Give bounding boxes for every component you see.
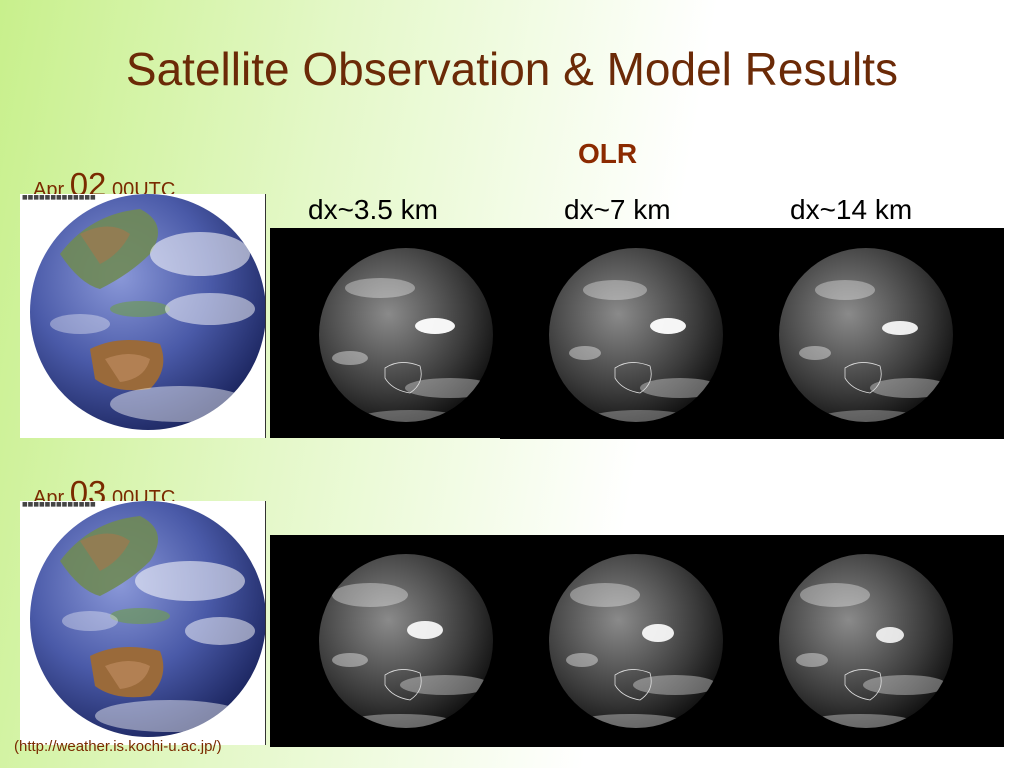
resolution-label-7km: dx~7 km bbox=[564, 194, 671, 225]
olr-model-panel-14km-apr02 bbox=[730, 228, 1004, 439]
resolution-label-3-5km: dx~3.5 km bbox=[308, 194, 438, 225]
olr-globe-icon bbox=[549, 554, 723, 728]
source-credit: (http://weather.is.kochi-u.ac.jp/) bbox=[14, 738, 222, 755]
observation-globe-image-apr02: ■■■■■■■■■■■■■ bbox=[20, 194, 266, 438]
earth-globe-icon bbox=[30, 501, 265, 737]
observation-globe-image-apr03: ■■■■■■■■■■■■■ bbox=[20, 501, 266, 745]
olr-globe-icon bbox=[319, 554, 493, 728]
olr-globe-icon bbox=[779, 554, 953, 728]
olr-model-panel-7km-apr03 bbox=[500, 535, 730, 747]
image-caption-mark: ■■■■■■■■■■■■■ bbox=[22, 501, 96, 508]
olr-model-panel-3-5km-apr02 bbox=[270, 228, 500, 438]
slide-title: Satellite Observation & Model Results bbox=[125, 43, 899, 95]
olr-globe-icon bbox=[319, 248, 493, 422]
olr-model-panel-3-5km-apr03 bbox=[270, 535, 500, 747]
olr-model-panel-14km-apr03 bbox=[730, 535, 1004, 747]
image-caption-mark: ■■■■■■■■■■■■■ bbox=[22, 194, 96, 201]
olr-label: OLR bbox=[578, 138, 638, 169]
olr-globe-icon bbox=[549, 248, 723, 422]
resolution-label-14km: dx~14 km bbox=[790, 194, 913, 225]
olr-model-panel-7km-apr02 bbox=[500, 228, 730, 439]
olr-globe-icon bbox=[779, 248, 953, 422]
earth-globe-icon bbox=[30, 194, 265, 430]
